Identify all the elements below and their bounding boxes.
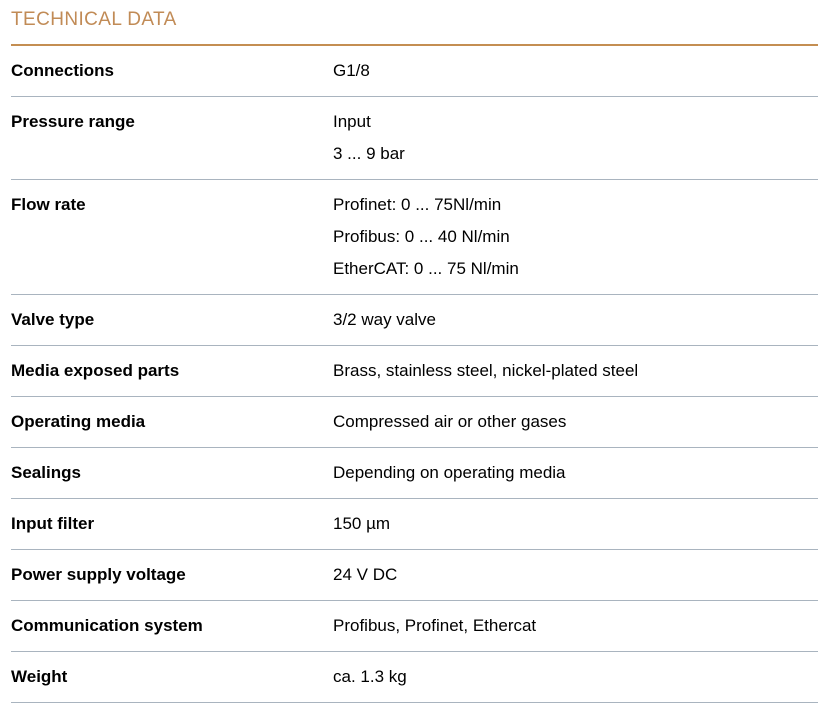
row-value: 3/2 way valve <box>333 304 818 336</box>
table-row-communication-system: Communication system Profibus, Profinet,… <box>11 601 818 652</box>
table-row-flow-rate: Flow rate Profinet: 0 ... 75Nl/min Profi… <box>11 180 818 295</box>
table-row-input-filter: Input filter 150 µm <box>11 499 818 550</box>
row-label: Operating media <box>11 412 146 431</box>
value-line: 24 V DC <box>333 565 398 584</box>
row-value: Input 3 ... 9 bar <box>333 106 818 170</box>
value-line: 150 µm <box>333 514 391 533</box>
value-line: EtherCAT: 0 ... 75 Nl/min <box>333 259 519 278</box>
row-label: Valve type <box>11 310 95 329</box>
value-line: Depending on operating media <box>333 463 566 482</box>
value-line: Profibus, Profinet, Ethercat <box>333 616 537 635</box>
value-line: Input <box>333 112 371 131</box>
row-label: Power supply voltage <box>11 565 186 584</box>
table-row-power-supply-voltage: Power supply voltage 24 V DC <box>11 550 818 601</box>
row-label: Weight <box>11 667 68 686</box>
row-value: Depending on operating media <box>333 457 818 489</box>
row-value: ca. 1.3 kg <box>333 661 818 693</box>
technical-data-section: TECHNICAL DATA Connections G1/8 Pressure… <box>11 0 818 703</box>
row-label: Flow rate <box>11 195 86 214</box>
row-label: Media exposed parts <box>11 361 180 380</box>
value-line: Profibus: 0 ... 40 Nl/min <box>333 227 510 246</box>
value-line: 3/2 way valve <box>333 310 436 329</box>
section-title: TECHNICAL DATA <box>11 0 818 46</box>
row-value: Compressed air or other gases <box>333 406 818 438</box>
table-row-weight: Weight ca. 1.3 kg <box>11 652 818 703</box>
table-row-valve-type: Valve type 3/2 way valve <box>11 295 818 346</box>
table-row-sealings: Sealings Depending on operating media <box>11 448 818 499</box>
row-value: Brass, stainless steel, nickel-plated st… <box>333 355 818 387</box>
value-line: 3 ... 9 bar <box>333 144 405 163</box>
value-line: ca. 1.3 kg <box>333 667 407 686</box>
value-line: Profinet: 0 ... 75Nl/min <box>333 195 502 214</box>
spec-table: Connections G1/8 Pressure range Input 3 … <box>11 46 818 703</box>
row-label: Pressure range <box>11 112 135 131</box>
row-label: Sealings <box>11 463 81 482</box>
row-label: Input filter <box>11 514 95 533</box>
row-value: Profinet: 0 ... 75Nl/min Profibus: 0 ...… <box>333 189 818 285</box>
row-value: 24 V DC <box>333 559 818 591</box>
value-line: G1/8 <box>333 61 370 80</box>
value-line: Brass, stainless steel, nickel-plated st… <box>333 361 639 380</box>
row-value: 150 µm <box>333 508 818 540</box>
row-value: Profibus, Profinet, Ethercat <box>333 610 818 642</box>
row-label: Connections <box>11 61 114 80</box>
row-label: Communication system <box>11 616 203 635</box>
value-line: Compressed air or other gases <box>333 412 567 431</box>
table-row-media-exposed-parts: Media exposed parts Brass, stainless ste… <box>11 346 818 397</box>
table-row-connections: Connections G1/8 <box>11 46 818 97</box>
table-row-pressure-range: Pressure range Input 3 ... 9 bar <box>11 97 818 180</box>
table-row-operating-media: Operating media Compressed air or other … <box>11 397 818 448</box>
row-value: G1/8 <box>333 55 818 87</box>
